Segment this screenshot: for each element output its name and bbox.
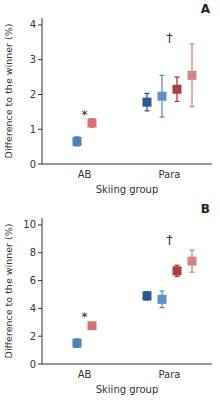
y-tick	[38, 129, 42, 130]
y-tick-label: 0	[30, 159, 36, 170]
point	[188, 71, 197, 80]
x-tick-label: AB	[78, 369, 92, 380]
y-axis	[42, 18, 43, 164]
point	[143, 291, 152, 300]
y-tick-label: 6	[30, 275, 36, 286]
marks	[73, 44, 197, 146]
annotation: *	[82, 108, 88, 122]
figure: 01234ABParaSkiing groupDifference to the…	[0, 0, 220, 400]
panel: 0 2 4 6 8 10 AB ParaSkiing group Difference to t…	[0, 200, 220, 400]
point	[173, 266, 182, 275]
y-tick-label: 4	[30, 19, 36, 30]
y-tick-label: 2	[30, 89, 36, 100]
point	[73, 339, 82, 348]
y-tick-label: 0	[30, 359, 36, 370]
point	[188, 257, 197, 266]
point	[158, 92, 167, 101]
point	[73, 137, 82, 146]
y-axis	[42, 218, 43, 364]
y-tick-label: 10	[23, 219, 36, 230]
y-tick	[38, 252, 42, 253]
y-tick	[38, 164, 42, 165]
point	[143, 98, 152, 107]
panel-label: A	[201, 2, 211, 16]
y-tick	[38, 336, 42, 337]
y-tick	[38, 59, 42, 60]
y-axis-label: Difference to the winner (%)	[3, 24, 14, 159]
y-tick-label: 1	[30, 124, 36, 135]
annotation: *	[82, 310, 88, 324]
y-tick-label: 3	[30, 54, 36, 65]
x-axis-label: Skiing group	[96, 384, 159, 395]
x-axis-label: Skiing group	[96, 184, 159, 195]
y-tick	[38, 364, 42, 365]
y-tick	[38, 280, 42, 281]
point	[88, 321, 97, 330]
y-tick	[38, 24, 42, 25]
x-tick-label: Para	[159, 169, 181, 180]
x-tick-label: Para	[159, 369, 181, 380]
y-axis-label: Difference to the winner (%)	[3, 224, 14, 359]
point	[158, 295, 167, 304]
x-axis	[42, 364, 212, 365]
y-tick-label: 8	[30, 247, 36, 258]
y-tick-label: 2	[30, 331, 36, 342]
y-tick	[38, 308, 42, 309]
x-tick-label: AB	[78, 169, 92, 180]
panel: 0 1 2 3 4 AB ParaSkiing group Difference to the…	[0, 0, 220, 200]
annotation: †	[167, 233, 173, 247]
y-tick	[38, 224, 42, 225]
annotation: †	[167, 31, 173, 45]
marks	[73, 250, 197, 348]
y-tick-label: 4	[30, 303, 36, 314]
panel-label: B	[201, 202, 210, 216]
point	[88, 118, 97, 127]
point	[173, 85, 182, 94]
x-axis	[42, 164, 212, 165]
y-tick	[38, 94, 42, 95]
